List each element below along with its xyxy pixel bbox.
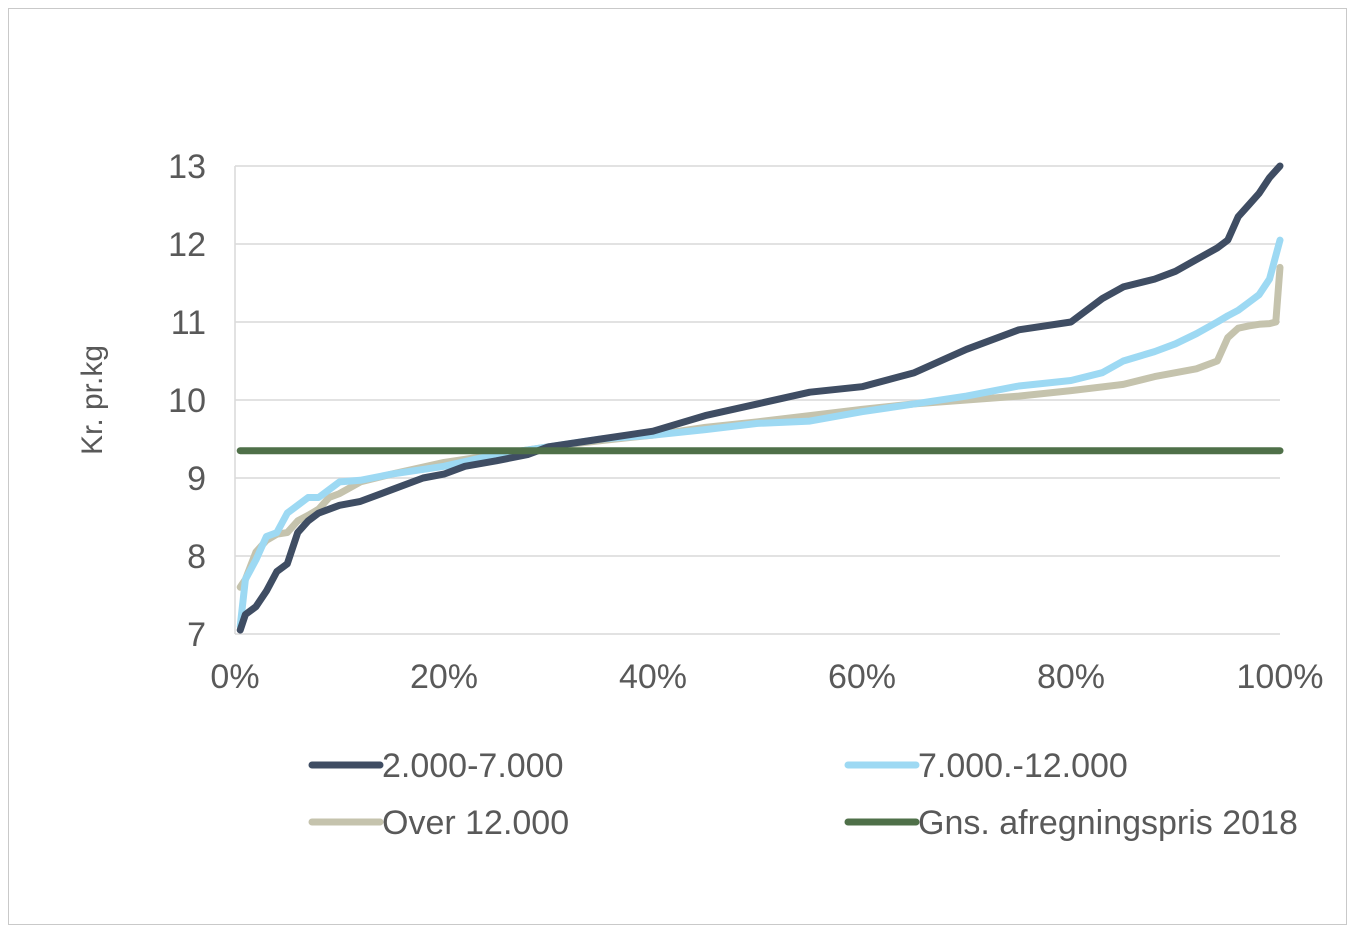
- series-line-3: [236, 263, 1284, 591]
- axes: [234, 166, 1280, 635]
- y-tick-label: 11: [171, 304, 206, 342]
- series-line-2: [236, 236, 1284, 630]
- y-tick-label: 7: [187, 616, 206, 654]
- x-tick-label: 20%: [410, 658, 478, 696]
- y-tick-label: 13: [168, 148, 206, 186]
- y-tick-label: 9: [187, 460, 206, 498]
- x-tick-labels: 0% 20% 40% 60% 80% 100%: [210, 658, 1323, 696]
- x-tick-label: 40%: [619, 658, 687, 696]
- legend: 2.000-7.000 7.000.-12.000 Over 12.000 Gns. …: [308, 747, 1298, 842]
- y-tick-label: 12: [168, 226, 206, 264]
- x-tick-label: 100%: [1237, 658, 1324, 696]
- x-tick-label: 60%: [828, 658, 896, 696]
- y-tick-label: 10: [168, 382, 206, 420]
- series-line-1: [236, 162, 1284, 634]
- series-lines: [236, 162, 1284, 634]
- grid-lines: [235, 165, 1280, 557]
- legend-label: Gns. afregningspris 2018: [918, 804, 1298, 842]
- chart-frame: [8, 8, 1347, 925]
- y-axis-label: Kr. pr.kg: [76, 345, 109, 455]
- x-tick-label: 80%: [1037, 658, 1105, 696]
- y-tick-labels: 7 8 9 10 11 12 13: [168, 148, 206, 654]
- legend-label: 7.000.-12.000: [918, 747, 1128, 785]
- legend-label: 2.000-7.000: [382, 747, 564, 785]
- x-tick-label: 0%: [210, 658, 259, 696]
- y-tick-label: 8: [187, 538, 206, 576]
- legend-label: Over 12.000: [382, 804, 569, 842]
